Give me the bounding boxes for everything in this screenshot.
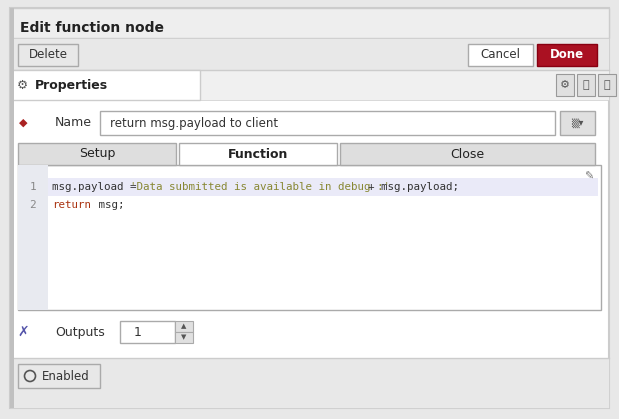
Text: Function: Function <box>228 147 288 160</box>
Text: return msg.payload to client: return msg.payload to client <box>110 116 278 129</box>
Text: ✎: ✎ <box>584 172 593 182</box>
Bar <box>10 8 609 38</box>
Text: 2: 2 <box>30 200 37 210</box>
Bar <box>18 165 601 310</box>
Text: ✗: ✗ <box>17 325 29 339</box>
Text: Done: Done <box>550 49 584 62</box>
Text: return: return <box>52 200 91 210</box>
Bar <box>468 44 533 66</box>
Text: Edit function node: Edit function node <box>20 21 164 35</box>
Bar <box>175 321 193 332</box>
Text: Setup: Setup <box>79 147 115 160</box>
Bar <box>556 74 574 96</box>
Bar <box>10 358 609 408</box>
Text: Close: Close <box>451 147 485 160</box>
Text: msg;: msg; <box>92 200 124 210</box>
Bar <box>179 143 337 165</box>
Text: Properties: Properties <box>35 78 108 91</box>
Text: Outputs: Outputs <box>55 326 105 339</box>
Text: ⎙: ⎙ <box>582 80 589 90</box>
Text: 1: 1 <box>30 182 37 192</box>
Bar <box>10 8 14 408</box>
Text: msg.payload =: msg.payload = <box>52 182 143 192</box>
Bar <box>537 44 597 66</box>
Bar <box>10 70 609 100</box>
Bar <box>598 74 616 96</box>
Bar <box>18 364 100 388</box>
Text: ⚙: ⚙ <box>16 78 28 91</box>
Bar <box>100 111 555 135</box>
Bar <box>577 74 595 96</box>
Text: Delete: Delete <box>28 49 67 62</box>
Bar <box>340 143 595 165</box>
Bar <box>175 332 193 343</box>
Bar <box>18 143 176 165</box>
Bar <box>560 111 595 135</box>
Text: ▼: ▼ <box>181 334 187 340</box>
Text: ▒▾: ▒▾ <box>571 118 583 128</box>
Bar <box>18 165 48 310</box>
Bar <box>10 38 609 70</box>
Text: ▲: ▲ <box>181 323 187 329</box>
Text: 'Data submitted is available in debug :': 'Data submitted is available in debug :' <box>130 182 390 192</box>
Text: + msg.payload;: + msg.payload; <box>368 182 459 192</box>
Text: 1: 1 <box>134 326 142 339</box>
Text: Name: Name <box>55 116 92 129</box>
Bar <box>10 70 200 100</box>
Bar <box>120 321 175 343</box>
Bar <box>48 178 598 196</box>
Text: Cancel: Cancel <box>480 49 520 62</box>
Text: Enabled: Enabled <box>42 370 90 383</box>
Text: ⚙: ⚙ <box>560 80 570 90</box>
Text: ⌖: ⌖ <box>604 80 610 90</box>
Bar <box>18 44 78 66</box>
Text: ◆: ◆ <box>19 118 27 128</box>
